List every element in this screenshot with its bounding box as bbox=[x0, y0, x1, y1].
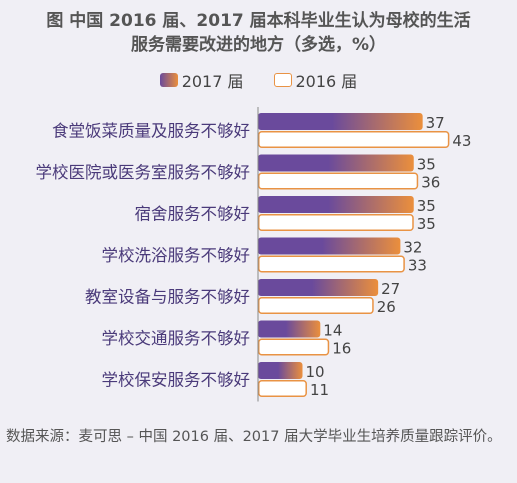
legend-item-2016: 2016 届 bbox=[273, 68, 358, 92]
value-label-2017: 10 bbox=[306, 363, 325, 381]
category-label: 学校保安服务不够好 bbox=[102, 371, 251, 390]
value-label-2016: 11 bbox=[310, 381, 329, 399]
value-label-2017: 32 bbox=[403, 239, 422, 257]
bar-2016 bbox=[258, 255, 405, 273]
chart-title-line2: 服务需要改进的地方（多选，%） bbox=[130, 35, 387, 55]
category-label: 教室设备与服务不够好 bbox=[85, 288, 250, 307]
legend: 2017 届 2016 届 bbox=[0, 68, 517, 92]
value-label-2017: 27 bbox=[381, 280, 400, 298]
bar-2016 bbox=[258, 131, 450, 148]
bar-2017 bbox=[258, 154, 414, 172]
bar-2016 bbox=[258, 338, 330, 356]
legend-label-2016: 2016 届 bbox=[295, 72, 358, 91]
category-label: 食堂饭菜质量及服务不够好 bbox=[52, 122, 250, 141]
category-label: 宿舍服务不够好 bbox=[135, 205, 251, 224]
bar-2017 bbox=[258, 196, 414, 213]
category-label: 学校洗浴服务不够好 bbox=[102, 246, 251, 265]
value-label-2016: 35 bbox=[417, 215, 436, 233]
bar-2017 bbox=[258, 320, 321, 338]
value-label-2016: 33 bbox=[408, 257, 427, 275]
bar-2017 bbox=[258, 362, 303, 379]
bar-2016 bbox=[258, 214, 414, 231]
chart-title-line1: 图 中国 2016 届、2017 届本科毕业生认为母校的生活 bbox=[46, 11, 471, 31]
legend-swatch-2016 bbox=[273, 73, 292, 87]
value-label-2017: 35 bbox=[417, 197, 436, 215]
value-label-2016: 43 bbox=[452, 132, 471, 150]
category-label: 学校交通服务不够好 bbox=[102, 329, 251, 348]
bar-2017 bbox=[258, 113, 423, 130]
bar-2016 bbox=[258, 380, 307, 397]
category-label: 学校医院或医务室服务不够好 bbox=[36, 163, 251, 182]
value-label-2017: 14 bbox=[323, 322, 342, 340]
bar-2017 bbox=[258, 279, 379, 296]
bar-2017 bbox=[258, 237, 401, 255]
value-label-2016: 36 bbox=[421, 174, 440, 192]
value-label-2016: 26 bbox=[377, 298, 396, 316]
source-note: 数据来源：麦可思 – 中国 2016 届、2017 届大学毕业生培养质量跟踪评价… bbox=[6, 429, 502, 445]
legend-swatch-2017 bbox=[159, 73, 178, 87]
bar-2016 bbox=[258, 172, 419, 190]
value-label-2017: 37 bbox=[426, 114, 445, 132]
value-label-2017: 35 bbox=[417, 156, 436, 174]
legend-item-2017: 2017 届 bbox=[159, 68, 244, 92]
value-label-2016: 16 bbox=[332, 340, 351, 358]
legend-label-2017: 2017 届 bbox=[181, 72, 244, 91]
bar-2016 bbox=[258, 297, 374, 314]
